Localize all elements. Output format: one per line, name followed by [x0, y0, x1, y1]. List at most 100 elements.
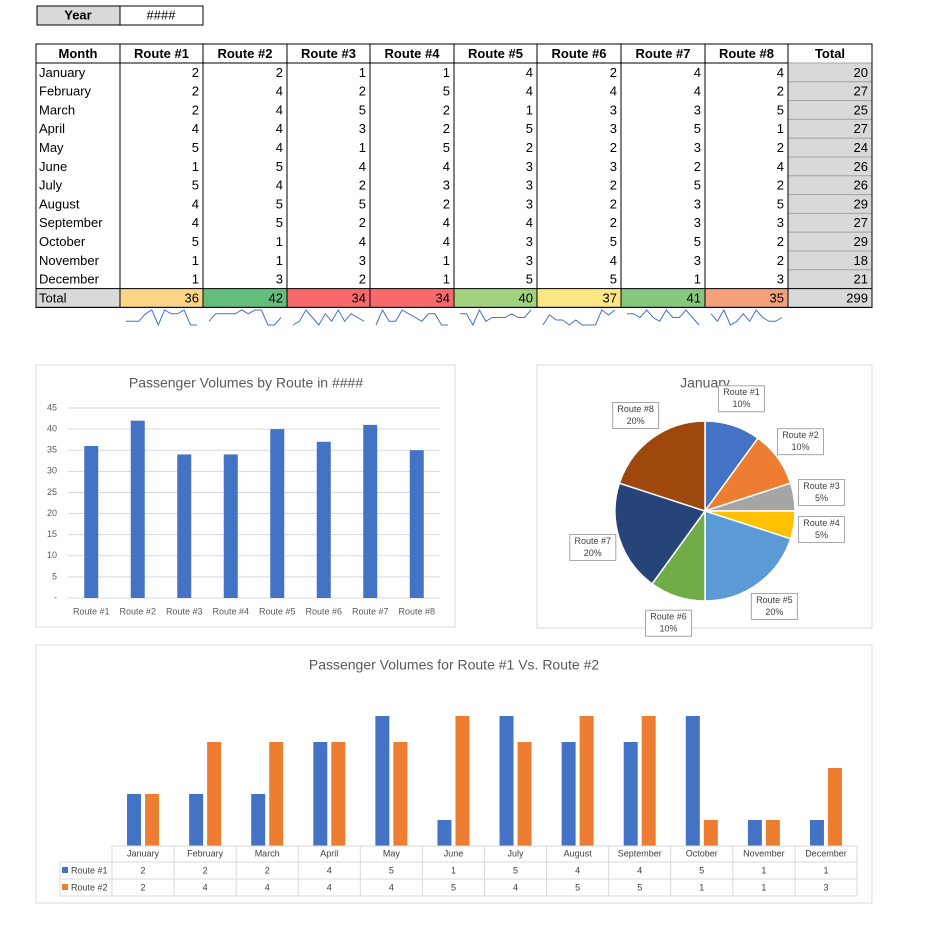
data-label-value: 10% [660, 624, 678, 634]
cell-value: 4 [443, 159, 450, 174]
cell-value: 2 [777, 234, 784, 249]
month-name: April [39, 121, 65, 136]
data-table-value: 2 [141, 865, 146, 875]
header-text: Route #7 [636, 46, 691, 61]
bar [393, 742, 408, 846]
bar [84, 446, 99, 598]
data-label-box [798, 479, 846, 507]
data-table-value: 4 [203, 882, 208, 892]
data-label-value: 10% [791, 442, 809, 452]
cell-value: 2 [359, 84, 366, 99]
x-tick-label: March [255, 848, 280, 858]
x-tick-label: Route #4 [212, 606, 249, 616]
cell-value: 5 [694, 178, 701, 193]
cell-value: 2 [777, 178, 784, 193]
data-table-value: 4 [575, 865, 580, 875]
bar [747, 820, 762, 846]
data-label-value: 20% [584, 548, 602, 558]
bar [313, 742, 328, 846]
cell-value: 3 [526, 253, 533, 268]
row-total: 27 [854, 121, 868, 136]
cell-value: 1 [276, 234, 283, 249]
cell-value: 3 [610, 102, 617, 117]
sparkline [710, 308, 783, 326]
cell-value: 4 [526, 65, 533, 80]
cell-value: 3 [526, 178, 533, 193]
route-total: 34 [436, 290, 450, 305]
bar [331, 742, 346, 846]
bar [499, 716, 514, 846]
x-tick-label: April [320, 848, 338, 858]
route-total: 37 [603, 290, 617, 305]
data-table-value: 4 [265, 882, 270, 892]
x-tick-label: Route #1 [73, 606, 110, 616]
x-tick-label: February [187, 848, 224, 858]
x-tick-label: Route #3 [166, 606, 203, 616]
data-label-box [612, 402, 660, 430]
cell-value: 3 [526, 196, 533, 211]
x-tick-label: December [805, 848, 847, 858]
row-total: 29 [854, 234, 868, 249]
y-tick-label: 30 [47, 466, 57, 476]
table-border [35, 43, 873, 308]
header-text: Route #5 [468, 46, 523, 61]
cell-value: 4 [777, 159, 784, 174]
x-tick-label: August [564, 848, 593, 858]
row-total: 29 [854, 196, 868, 211]
cell-value: 3 [777, 272, 784, 287]
month-name: December [39, 272, 100, 287]
x-tick-label: January [127, 848, 160, 858]
bar [703, 820, 718, 846]
data-table-value: 1 [451, 865, 456, 875]
data-label-name: Route #3 [803, 481, 840, 491]
cell-value: 3 [526, 234, 533, 249]
year-label: Year [64, 7, 91, 22]
cell-value: 5 [192, 234, 199, 249]
cell-value: 2 [526, 140, 533, 155]
y-tick-label: 35 [47, 445, 57, 455]
y-tick-label: - [54, 592, 57, 602]
cell-value: 4 [276, 102, 283, 117]
data-table-value: 2 [265, 865, 270, 875]
data-label-name: Route #2 [782, 430, 819, 440]
header-text: Route #2 [218, 46, 273, 61]
cell-value: 2 [777, 253, 784, 268]
cell-value: 5 [526, 121, 533, 136]
cell-value: 1 [443, 272, 450, 287]
cell-value: 3 [359, 253, 366, 268]
cell-value: 4 [694, 65, 701, 80]
month-name: October [39, 234, 86, 249]
data-table-value: 4 [327, 865, 332, 875]
x-tick-label: Route #5 [259, 606, 296, 616]
data-label-value: 20% [627, 416, 645, 426]
data-table-value: 5 [575, 882, 580, 892]
y-tick-label: 40 [47, 423, 57, 433]
cell-value: 4 [276, 121, 283, 136]
row-total: 27 [854, 215, 868, 230]
legend-label: Route #2 [71, 882, 108, 892]
cell-value: 2 [359, 178, 366, 193]
data-label-name: Route #5 [756, 595, 793, 605]
cell-value: 3 [694, 215, 701, 230]
cell-value: 2 [777, 84, 784, 99]
sparkline [460, 308, 532, 327]
year-value: #### [147, 7, 177, 22]
cell-value: 5 [610, 234, 617, 249]
data-table-value: 2 [141, 882, 146, 892]
data-label-name: Route #1 [723, 387, 760, 397]
cell-value: 5 [276, 196, 283, 211]
row-total: 25 [854, 102, 868, 117]
cell-value: 2 [359, 215, 366, 230]
data-label-name: Route #8 [617, 404, 654, 414]
y-tick-label: 25 [47, 487, 57, 497]
y-tick-label: 45 [47, 402, 57, 412]
cell-value: 5 [192, 140, 199, 155]
cell-value: 3 [610, 121, 617, 136]
cell-value: 5 [192, 178, 199, 193]
header-text: Total [815, 46, 845, 61]
bar [177, 454, 192, 598]
data-label-box [798, 515, 846, 543]
row-total: 27 [854, 84, 868, 99]
cell-value: 5 [777, 196, 784, 211]
